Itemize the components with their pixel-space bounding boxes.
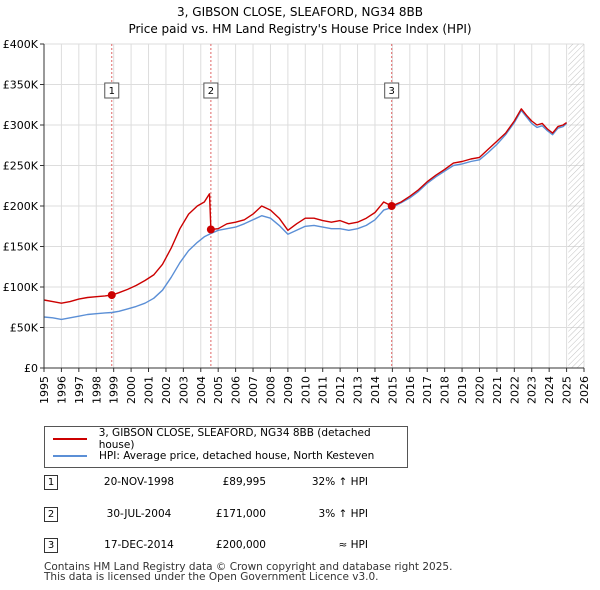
x-tick-label: 2003 (177, 376, 190, 404)
sale-date: 30-JUL-2004 (106, 508, 172, 520)
legend-item-hpi: HPI: Average price, detached house, Nort… (53, 448, 374, 464)
sale-marker-box (384, 82, 400, 99)
legend-label-property: 3, GIBSON CLOSE, SLEAFORD, NG34 8BB (det… (98, 427, 371, 451)
sale-number-badge: 1 (44, 475, 58, 490)
x-tick-label: 2024 (543, 376, 556, 404)
legend-label-hpi: HPI: Average price, detached house, Nort… (99, 450, 375, 462)
y-tick-label: £250K (3, 160, 39, 173)
sale-number-badge: 2 (44, 507, 58, 522)
sale-row: 1 20-NOV-1998 £89,995 32% ↑ HPI (44, 472, 584, 492)
legend: 3, GIBSON CLOSE, SLEAFORD, NG34 8BB (det… (44, 426, 408, 468)
x-tick-label: 1999 (108, 376, 121, 404)
sale-price: £89,995 (222, 476, 266, 488)
y-tick-label: £0 (24, 362, 38, 375)
footer: Contains HM Land Registry data © Crown c… (44, 561, 453, 583)
x-tick-label: 2013 (352, 376, 365, 404)
sale-date: 20-NOV-1998 (103, 476, 175, 488)
axes: £0 £50K £100K £150K £200K £250K £300K £350K £400… (3, 38, 591, 404)
sale-price: £200,000 (215, 539, 266, 551)
future-hatch (568, 44, 584, 368)
x-tick-label: 2014 (369, 376, 382, 404)
sale-point (107, 291, 116, 300)
sale-point (206, 225, 215, 234)
x-tick-label: 2015 (386, 376, 399, 404)
x-tick-label: 1996 (55, 376, 68, 404)
x-tick-label: 2000 (125, 376, 138, 404)
sale-date: 17-DEC-2014 (104, 539, 174, 551)
x-tick-label: 2005 (212, 376, 225, 404)
sale-marker-label: 3 (389, 86, 395, 97)
x-tick-label: 1998 (90, 376, 103, 404)
sale-marker-box (203, 82, 219, 99)
x-tick-label: 2023 (526, 376, 539, 404)
x-tick-label: 2006 (230, 376, 243, 404)
property-line (43, 108, 567, 304)
chart-title-line2: Price paid vs. HM Land Registry's House … (128, 22, 471, 36)
x-tick-label: 2002 (160, 376, 173, 404)
x-tick-label: 2021 (491, 376, 504, 404)
x-tick-label: 2010 (299, 376, 312, 404)
x-tick-label: 2001 (143, 376, 156, 404)
x-tick-label: 2026 (578, 376, 591, 404)
hpi-line (43, 109, 568, 321)
sale-row: 2 30-JUL-2004 £171,000 3% ↑ HPI (44, 504, 584, 524)
x-tick-label: 2004 (195, 376, 208, 404)
x-tick-label: 2019 (456, 376, 469, 404)
footer-licence: This data is licensed under the Open Gov… (44, 571, 379, 583)
y-tick-label: £150K (3, 241, 39, 254)
x-tick-label: 2008 (264, 376, 277, 404)
sale-point (387, 202, 396, 210)
x-tick-label: 2022 (508, 376, 521, 404)
x-tick-label: 2012 (334, 376, 347, 404)
x-tick-label: 2016 (404, 376, 417, 404)
y-tick-label: £200K (3, 200, 39, 213)
x-tick-label: 2017 (421, 376, 434, 404)
x-tick-label: 1995 (38, 376, 51, 404)
price-chart: 3, GIBSON CLOSE, SLEAFORD, NG34 8BB Pric… (3, 5, 591, 404)
sale-marker-label: 2 (208, 86, 214, 97)
legend-item-property: 3, GIBSON CLOSE, SLEAFORD, NG34 8BB (det… (53, 427, 407, 451)
footer-copyright: Contains HM Land Registry data © Crown c… (44, 561, 453, 573)
x-tick-label: 2009 (282, 376, 295, 404)
y-tick-label: £300K (3, 119, 39, 132)
x-tick-label: 2018 (439, 376, 452, 404)
y-tick-label: £400K (3, 38, 39, 51)
x-tick-label: 1997 (73, 376, 86, 404)
x-tick-label: 2011 (317, 376, 330, 404)
sale-hpi-comparison: 3% ↑ HPI (318, 508, 368, 520)
sale-markers: 1 2 3 (104, 82, 400, 300)
sale-hpi-comparison: ≈ HPI (338, 539, 368, 551)
series (43, 108, 568, 321)
y-tick-label: £50K (10, 322, 39, 335)
sale-number-badge: 3 (44, 538, 58, 553)
legend-swatch-property (53, 438, 87, 440)
sale-marker-label: 1 (109, 86, 115, 97)
chart-title-line1: 3, GIBSON CLOSE, SLEAFORD, NG34 8BB (177, 5, 423, 19)
sale-price: £171,000 (215, 508, 266, 520)
x-tick-label: 2007 (247, 376, 260, 404)
sale-hpi-comparison: 32% ↑ HPI (311, 476, 368, 488)
legend-swatch-hpi (53, 455, 87, 457)
sale-row: 3 17-DEC-2014 £200,000 ≈ HPI (44, 535, 584, 555)
y-tick-label: £100K (3, 281, 39, 294)
x-tick-label: 2025 (561, 376, 574, 404)
y-tick-label: £350K (3, 79, 39, 92)
sale-marker-box (104, 82, 120, 99)
x-tick-label: 2020 (473, 376, 486, 404)
